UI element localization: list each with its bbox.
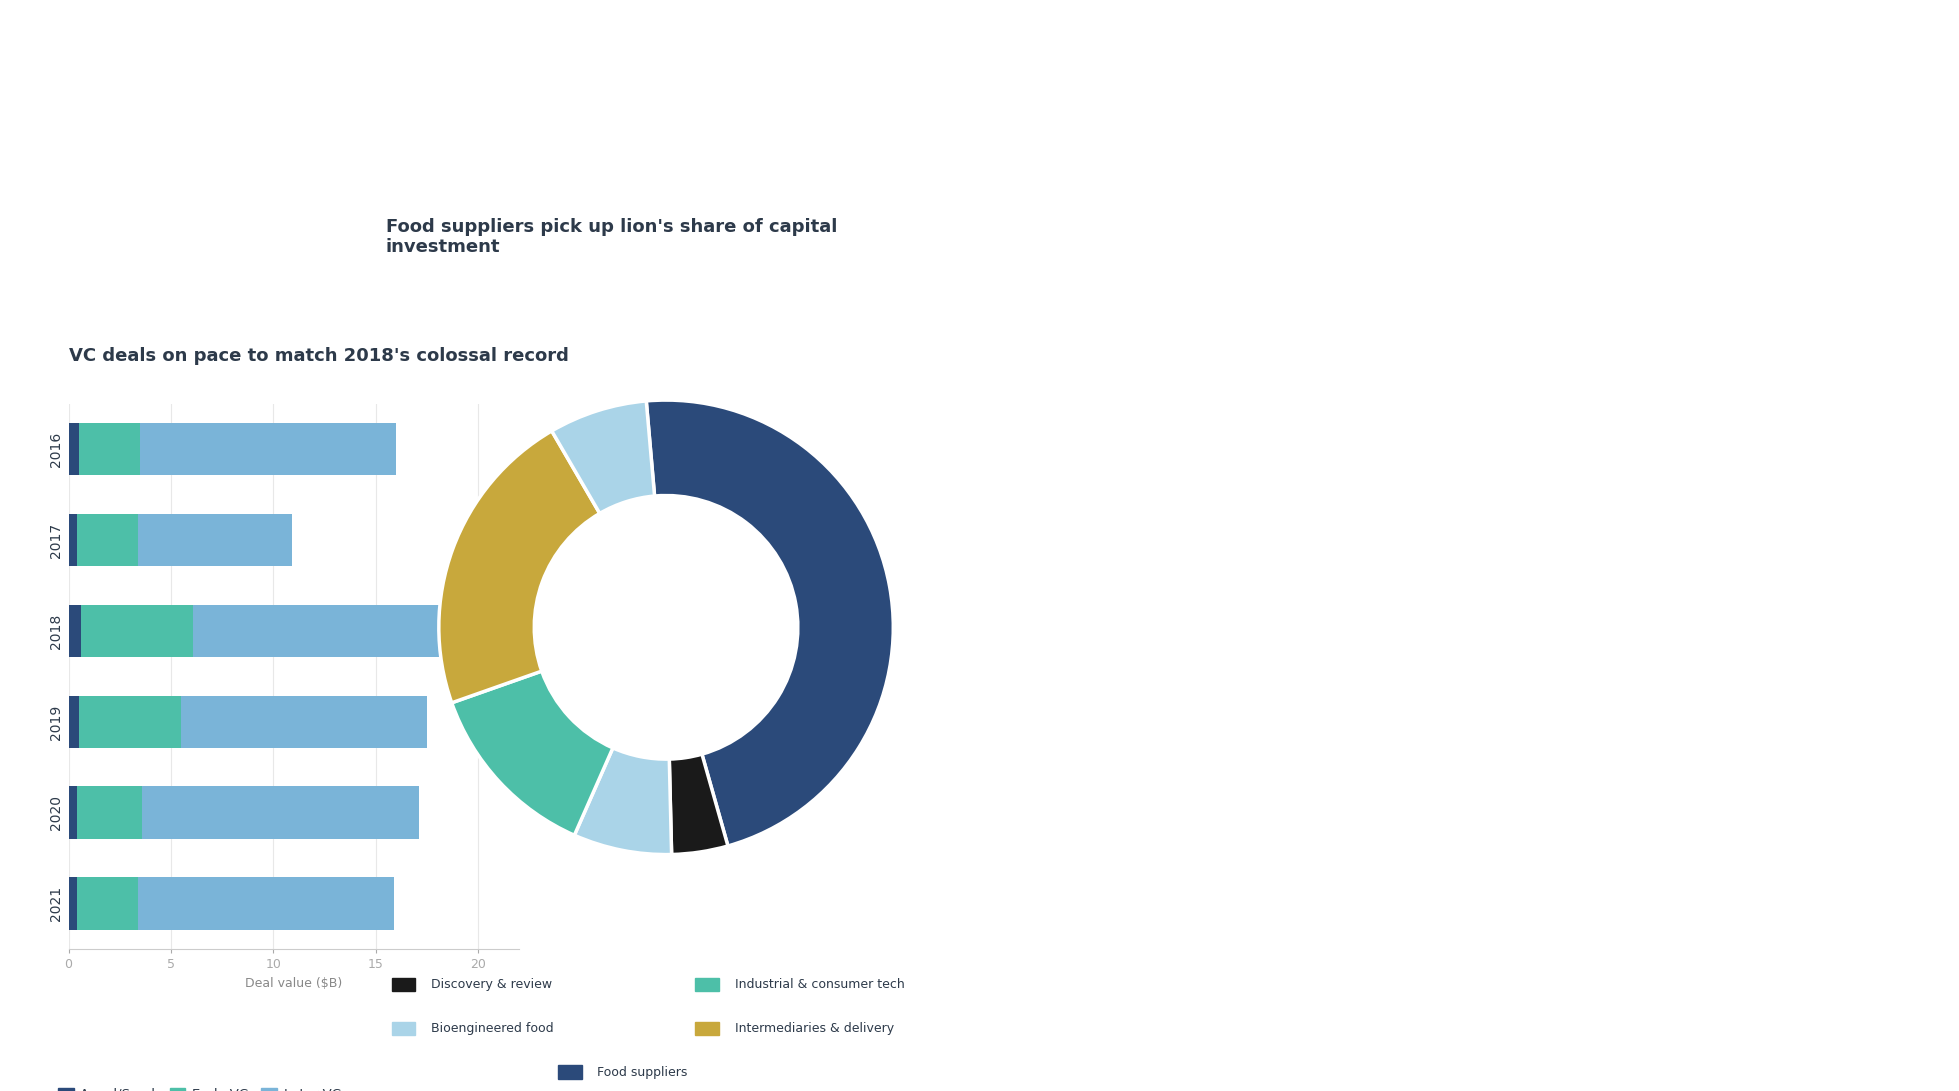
Bar — [69, 514, 76, 566]
Bar — [80, 604, 194, 657]
Bar — [69, 422, 78, 476]
Bar — [141, 422, 396, 476]
Wedge shape — [453, 671, 613, 836]
Text: Discovery & review: Discovery & review — [431, 979, 552, 992]
Bar — [182, 696, 427, 748]
Wedge shape — [552, 401, 654, 514]
Wedge shape — [670, 754, 729, 854]
Text: Industrial & consumer tech: Industrial & consumer tech — [735, 979, 905, 992]
Bar — [69, 877, 76, 930]
Wedge shape — [574, 748, 672, 854]
Text: Bioengineered food: Bioengineered food — [431, 1022, 554, 1035]
X-axis label: Deal value ($B): Deal value ($B) — [245, 976, 343, 990]
Bar — [78, 422, 141, 476]
Wedge shape — [439, 431, 599, 703]
Bar — [78, 696, 182, 748]
Text: Intermediaries & delivery: Intermediaries & delivery — [735, 1022, 893, 1035]
Bar — [76, 787, 143, 839]
Bar — [139, 877, 394, 930]
Bar — [69, 696, 78, 748]
Bar — [76, 877, 139, 930]
Bar — [69, 787, 76, 839]
Bar — [139, 514, 292, 566]
Legend: Angel/Seed, Early VC, Later VC: Angel/Seed, Early VC, Later VC — [53, 1082, 347, 1091]
Text: VC deals on pace to match 2018's colossal record: VC deals on pace to match 2018's colossa… — [69, 348, 568, 365]
Bar — [76, 514, 139, 566]
Wedge shape — [646, 400, 893, 846]
Bar — [69, 604, 80, 657]
Text: Food suppliers pick up lion's share of capital
investment: Food suppliers pick up lion's share of c… — [386, 217, 836, 256]
Text: Food suppliers: Food suppliers — [597, 1066, 688, 1079]
Bar — [143, 787, 419, 839]
Bar — [194, 604, 480, 657]
